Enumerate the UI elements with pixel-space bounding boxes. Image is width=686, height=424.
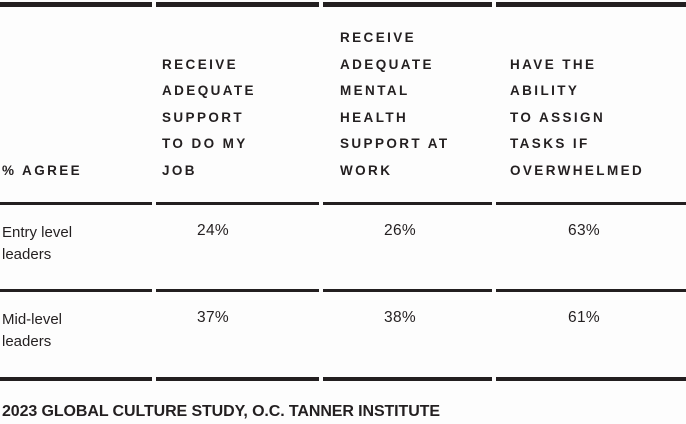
table-row-mid-level: Mid-level leaders 37% 38% 61% <box>0 292 686 381</box>
corner-header-cell: % AGREE <box>0 2 152 205</box>
value: 26% <box>384 222 416 239</box>
column-header-label: RECEIVE ADEQUATE SUPPORT TO DO MY JOB <box>162 56 256 178</box>
row-label: Entry level leaders <box>2 224 73 263</box>
value-cell: 37% <box>156 292 319 381</box>
column-header-support-to-do-job: RECEIVE ADEQUATE SUPPORT TO DO MY JOB <box>156 2 319 205</box>
data-table: % AGREE RECEIVE ADEQUATE SUPPORT TO DO M… <box>0 2 686 381</box>
table-header-row: % AGREE RECEIVE ADEQUATE SUPPORT TO DO M… <box>0 2 686 205</box>
value-cell: 63% <box>496 205 686 292</box>
source-attribution: 2023 GLOBAL CULTURE STUDY, O.C. TANNER I… <box>2 403 440 420</box>
value-cell: 26% <box>323 205 492 292</box>
value: 38% <box>384 309 416 326</box>
value: 24% <box>197 222 229 239</box>
row-label-cell: Entry level leaders <box>0 205 152 292</box>
column-header-assign-tasks: HAVE THE ABILITY TO ASSIGN TASKS IF OVER… <box>496 2 686 205</box>
column-header-label: RECEIVE ADEQUATE MENTAL HEALTH SUPPORT A… <box>340 30 450 178</box>
row-label: Mid-level leaders <box>2 311 63 350</box>
column-header-label: HAVE THE ABILITY TO ASSIGN TASKS IF OVER… <box>510 56 645 178</box>
value-cell: 38% <box>323 292 492 381</box>
value: 61% <box>568 309 600 326</box>
value: 63% <box>568 222 600 239</box>
value: 37% <box>197 309 229 326</box>
column-header-mental-health-support: RECEIVE ADEQUATE MENTAL HEALTH SUPPORT A… <box>323 2 492 205</box>
value-cell: 61% <box>496 292 686 381</box>
row-label-cell: Mid-level leaders <box>0 292 152 381</box>
table-row-entry-level: Entry level leaders 24% 26% 63% <box>0 205 686 292</box>
value-cell: 24% <box>156 205 319 292</box>
corner-label: % AGREE <box>2 162 83 178</box>
